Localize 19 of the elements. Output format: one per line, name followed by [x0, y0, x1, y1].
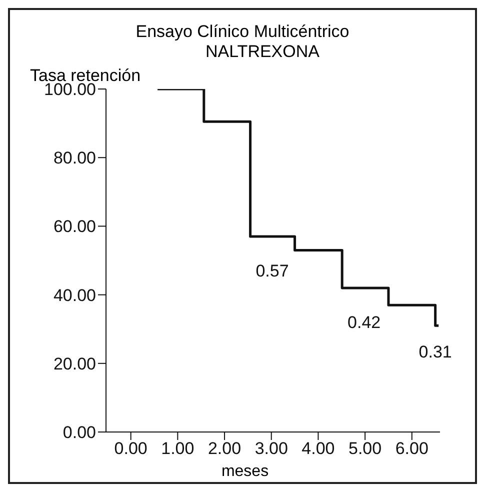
chart-subtitle: NALTREXONA [204, 42, 320, 62]
annotation: 0.31 [418, 342, 452, 362]
x-tick-label: 1.00 [161, 439, 194, 458]
x-tick-label: 2.00 [208, 439, 242, 458]
y-tick-label: 100.00 [44, 80, 96, 100]
chart-title: Ensayo Clínico Multicéntrico [134, 22, 350, 42]
y-tick-label: 20.00 [53, 354, 96, 374]
x-tick-label: 5.00 [348, 439, 382, 458]
x-tick-label: 4.00 [302, 439, 335, 458]
x-tick-label: 0.00 [114, 439, 148, 458]
x-tick-label: 6.00 [395, 439, 428, 458]
y-tick-label: 40.00 [53, 286, 96, 305]
annotation: 0.57 [256, 261, 289, 280]
y-tick-label: 80.00 [53, 148, 96, 168]
y-tick-label: 0.00 [62, 423, 96, 442]
y-tick-label: 60.00 [53, 217, 96, 236]
x-axis-title: meses [220, 463, 270, 480]
x-tick-label: 3.00 [254, 439, 288, 458]
annotation: 0.42 [348, 312, 381, 332]
